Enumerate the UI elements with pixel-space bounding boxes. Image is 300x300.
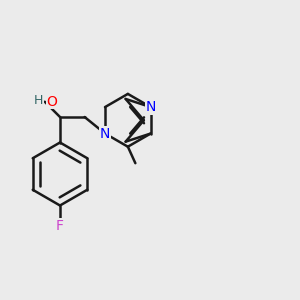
Text: N: N: [146, 100, 156, 114]
Text: H: H: [34, 94, 44, 107]
Text: F: F: [56, 219, 64, 233]
Text: N: N: [100, 127, 110, 140]
Text: O: O: [46, 95, 57, 109]
